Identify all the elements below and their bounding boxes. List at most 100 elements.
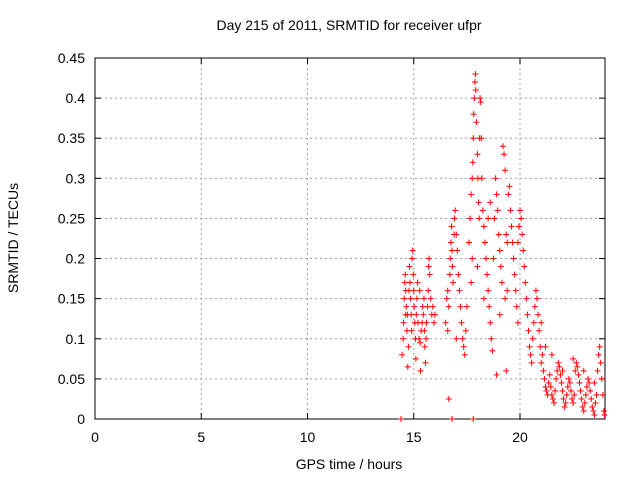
data-point [559,387,566,394]
data-point [508,223,515,230]
data-point [549,395,556,402]
data-point [601,411,608,418]
data-point [535,311,542,318]
data-point [534,295,540,302]
data-point [453,335,460,342]
data-point [515,223,522,230]
data-point [520,247,527,254]
data-point [538,359,545,366]
data-point [523,295,530,302]
data-point [505,191,512,198]
data-point [555,359,562,366]
data-point [551,399,557,406]
data-point [558,379,565,386]
data-point [578,395,585,402]
data-point [480,295,487,302]
data-point [447,255,454,262]
data-point [485,287,492,294]
data-point [537,343,544,350]
data-point [548,351,555,358]
data-point [489,347,496,354]
data-point [526,343,533,350]
data-point [587,387,594,394]
y-tick-label: 0.3 [66,170,86,186]
data-point [570,399,577,406]
data-point [401,279,408,286]
data-point [574,363,581,370]
data-point [566,379,573,386]
data-point [449,263,456,270]
data-point [598,375,605,382]
data-point [529,335,536,342]
x-tick-label: 20 [512,429,528,445]
data-point [576,379,583,386]
chart-title: Day 215 of 2011, SRMTID for receiver ufp… [216,17,481,33]
data-point [577,387,584,394]
data-point [423,335,430,342]
data-point [592,399,599,406]
data-point [597,359,604,366]
data-point [547,383,554,390]
data-point [410,271,417,278]
data-point [493,191,500,198]
data-point [422,359,429,366]
data-point [449,416,455,422]
data-point [404,363,411,370]
data-point [399,351,406,358]
data-point [514,239,521,246]
data-point [507,207,514,214]
data-point [487,319,494,326]
data-point [416,335,423,342]
data-point [559,367,566,374]
y-axis-label: SRMTID / TECUs [5,183,21,293]
data-point [402,271,409,278]
data-point [409,247,416,254]
data-point [552,387,559,394]
data-point [589,403,596,410]
data-point [478,135,485,142]
data-point [425,263,432,270]
data-point [486,303,493,310]
data-point [450,279,457,286]
data-point [483,255,489,262]
data-point [463,303,470,310]
y-tick-label: 0.2 [66,251,86,267]
data-point [546,371,553,378]
data-point [468,279,475,286]
data-point [600,407,607,414]
data-point [456,287,463,294]
data-point [471,95,478,102]
data-point [582,391,589,398]
data-point [414,279,421,286]
y-tick-label: 0.35 [58,130,85,146]
data-point [569,395,576,402]
data-point [542,383,549,390]
data-point [491,215,498,222]
data-point [513,303,520,310]
data-point [575,371,582,378]
data-point [492,175,499,182]
data-point [595,351,602,358]
data-point [572,367,579,374]
data-point [470,416,477,422]
y-tick-label: 0.25 [58,210,85,226]
data-point [568,387,574,394]
data-point [469,255,476,262]
data-point [453,231,460,238]
data-point [556,363,563,370]
data-point [519,231,526,238]
data-point [462,327,469,334]
data-point [405,343,412,350]
data-point [477,95,484,102]
data-point [502,295,509,302]
data-point [497,263,504,270]
data-point [586,379,593,386]
data-point [476,215,483,222]
data-point [530,319,537,326]
data-point [511,271,518,278]
data-point [514,319,521,326]
data-point [408,311,415,318]
data-point [442,319,449,326]
data-point [532,287,539,294]
data-point [409,255,416,262]
